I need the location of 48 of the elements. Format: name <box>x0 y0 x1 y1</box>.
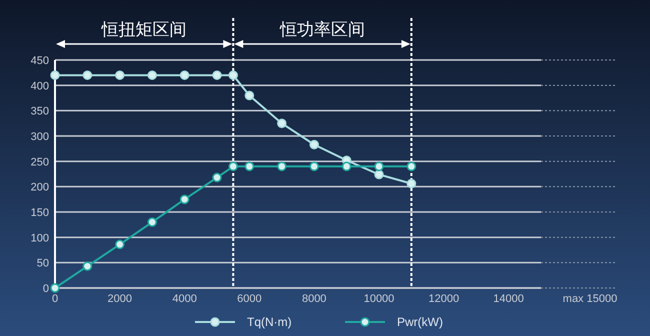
point <box>277 162 287 172</box>
legend-label: Pwr(kW) <box>397 315 443 329</box>
text: 恒功率区间 <box>278 20 365 39</box>
point <box>147 217 157 227</box>
y-tick-label: 50 <box>36 258 49 270</box>
point <box>374 170 384 180</box>
point <box>180 194 190 204</box>
point <box>406 162 416 172</box>
x-tick-label: 12000 <box>428 293 460 305</box>
point <box>406 178 416 188</box>
point <box>228 70 238 80</box>
point <box>309 140 319 150</box>
point <box>82 261 92 271</box>
y-tick-label: 0 <box>42 283 49 295</box>
point <box>115 70 125 80</box>
x-tick-label: 14000 <box>493 293 524 305</box>
text: max 15000 <box>562 293 618 305</box>
x-tick-label: 6000 <box>237 293 262 305</box>
y-tick-label: 300 <box>30 131 49 143</box>
legend-label: Tq(N·m) <box>247 315 292 329</box>
point <box>180 70 190 80</box>
y-tick-label: 200 <box>30 182 49 194</box>
x-tick-label: 0 <box>52 293 58 305</box>
text: 恒扭矩区间 <box>100 20 187 39</box>
point <box>342 162 352 172</box>
point <box>228 162 238 172</box>
y-tick-label: 150 <box>30 207 49 219</box>
y-tick-label: 100 <box>30 232 49 244</box>
point <box>82 70 92 80</box>
point <box>212 172 222 182</box>
point <box>115 240 125 250</box>
point <box>374 162 384 172</box>
x-tick-label: 2000 <box>108 293 132 305</box>
x-tick-label: 8000 <box>302 293 326 305</box>
y-tick-label: 350 <box>30 106 49 118</box>
x-tick-label: 10000 <box>364 293 394 305</box>
point <box>50 283 60 293</box>
point <box>147 70 157 80</box>
point <box>244 162 254 172</box>
y-tick-label: 400 <box>30 80 49 92</box>
point <box>277 118 287 128</box>
point <box>309 162 319 172</box>
x-tick-label: 4000 <box>172 293 197 305</box>
y-tick-label: 450 <box>30 55 49 67</box>
point <box>50 70 60 80</box>
point <box>212 70 222 80</box>
point <box>244 90 254 100</box>
y-tick-label: 250 <box>30 156 49 168</box>
